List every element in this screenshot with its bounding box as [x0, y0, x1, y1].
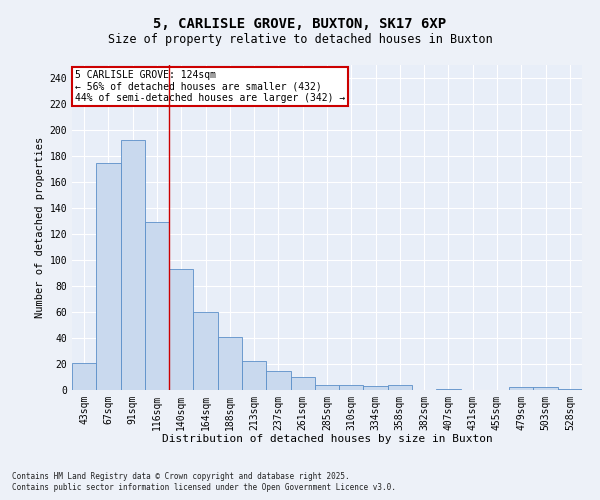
- Bar: [193, 312, 218, 390]
- Bar: [388, 385, 412, 390]
- Bar: [145, 222, 169, 390]
- Bar: [218, 336, 242, 390]
- Bar: [436, 388, 461, 390]
- Bar: [72, 362, 96, 390]
- Bar: [266, 370, 290, 390]
- Bar: [242, 362, 266, 390]
- Bar: [169, 269, 193, 390]
- Bar: [315, 385, 339, 390]
- Bar: [121, 140, 145, 390]
- Bar: [290, 377, 315, 390]
- Text: Contains HM Land Registry data © Crown copyright and database right 2025.: Contains HM Land Registry data © Crown c…: [12, 472, 350, 481]
- X-axis label: Distribution of detached houses by size in Buxton: Distribution of detached houses by size …: [161, 434, 493, 444]
- Text: Contains public sector information licensed under the Open Government Licence v3: Contains public sector information licen…: [12, 484, 396, 492]
- Text: 5 CARLISLE GROVE: 124sqm
← 56% of detached houses are smaller (432)
44% of semi-: 5 CARLISLE GROVE: 124sqm ← 56% of detach…: [74, 70, 345, 103]
- Y-axis label: Number of detached properties: Number of detached properties: [35, 137, 46, 318]
- Text: Size of property relative to detached houses in Buxton: Size of property relative to detached ho…: [107, 32, 493, 46]
- Bar: [339, 385, 364, 390]
- Bar: [558, 388, 582, 390]
- Text: 5, CARLISLE GROVE, BUXTON, SK17 6XP: 5, CARLISLE GROVE, BUXTON, SK17 6XP: [154, 18, 446, 32]
- Bar: [509, 388, 533, 390]
- Bar: [96, 162, 121, 390]
- Bar: [533, 388, 558, 390]
- Bar: [364, 386, 388, 390]
